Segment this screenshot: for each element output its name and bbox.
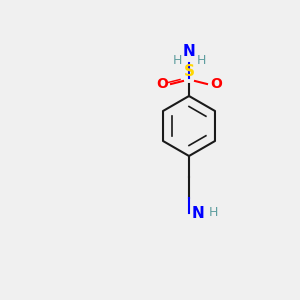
Text: H: H bbox=[172, 53, 182, 67]
Text: O: O bbox=[156, 77, 168, 91]
Text: O: O bbox=[210, 77, 222, 91]
Text: N: N bbox=[192, 206, 204, 220]
Text: N: N bbox=[183, 44, 195, 59]
Text: S: S bbox=[184, 64, 194, 80]
Text: H: H bbox=[208, 206, 218, 220]
Text: H: H bbox=[196, 53, 206, 67]
